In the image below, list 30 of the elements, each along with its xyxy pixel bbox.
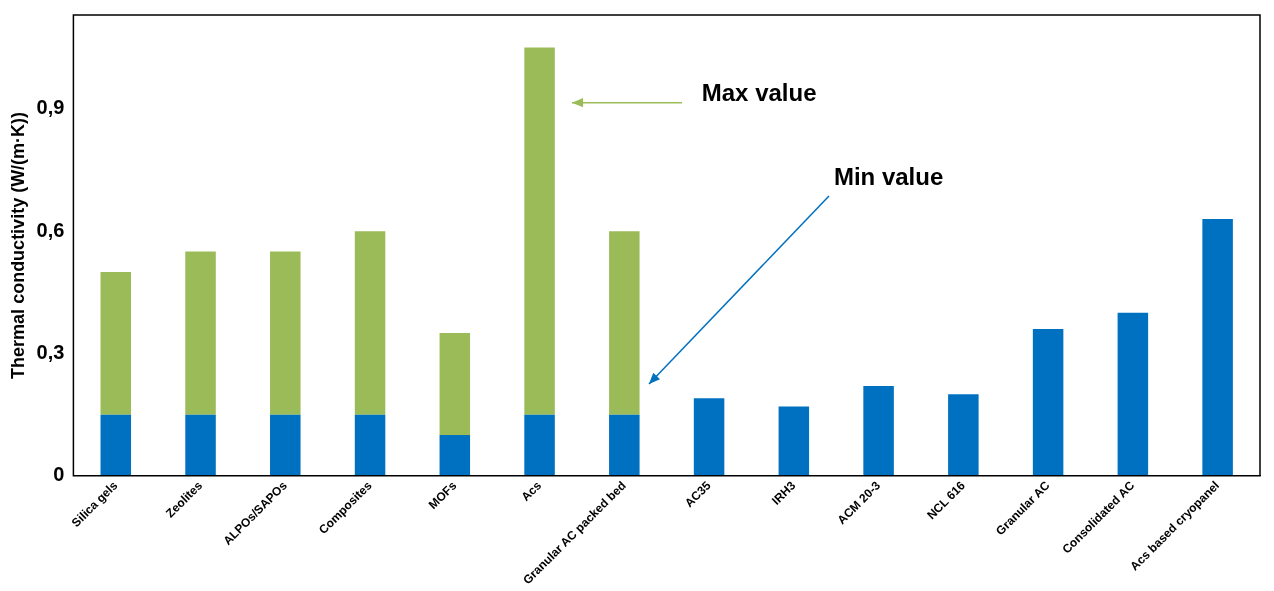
bar (439, 435, 471, 476)
annotation: Min value (833, 163, 944, 191)
bar (524, 47, 555, 415)
bar (100, 414, 132, 476)
bar (524, 414, 555, 476)
bar (609, 414, 640, 476)
y-tick-label: 0,6 (36, 218, 65, 241)
bar (100, 271, 132, 415)
bar (185, 251, 216, 415)
y-tick-label: 0,3 (36, 340, 65, 363)
y-tick-label: 0 (53, 463, 65, 486)
x-tick-label: Acs (518, 478, 545, 504)
bar (354, 414, 386, 476)
bar (863, 386, 894, 476)
annotation: Max value (701, 79, 817, 107)
bar (1117, 312, 1149, 476)
bar (354, 231, 386, 415)
bar (1032, 328, 1064, 476)
bar (778, 406, 810, 476)
bar (270, 414, 301, 476)
bar (693, 398, 725, 476)
bar (185, 414, 216, 476)
x-tick-label: NCL 616 (924, 478, 969, 523)
bar (609, 231, 640, 415)
bar (439, 333, 471, 436)
bar (1202, 218, 1233, 476)
y-axis-title: Thermal conductivity (W/(m·K)) (7, 111, 28, 379)
bar (948, 394, 979, 476)
y-tick-label: 0,9 (36, 96, 65, 119)
bar (270, 251, 301, 415)
